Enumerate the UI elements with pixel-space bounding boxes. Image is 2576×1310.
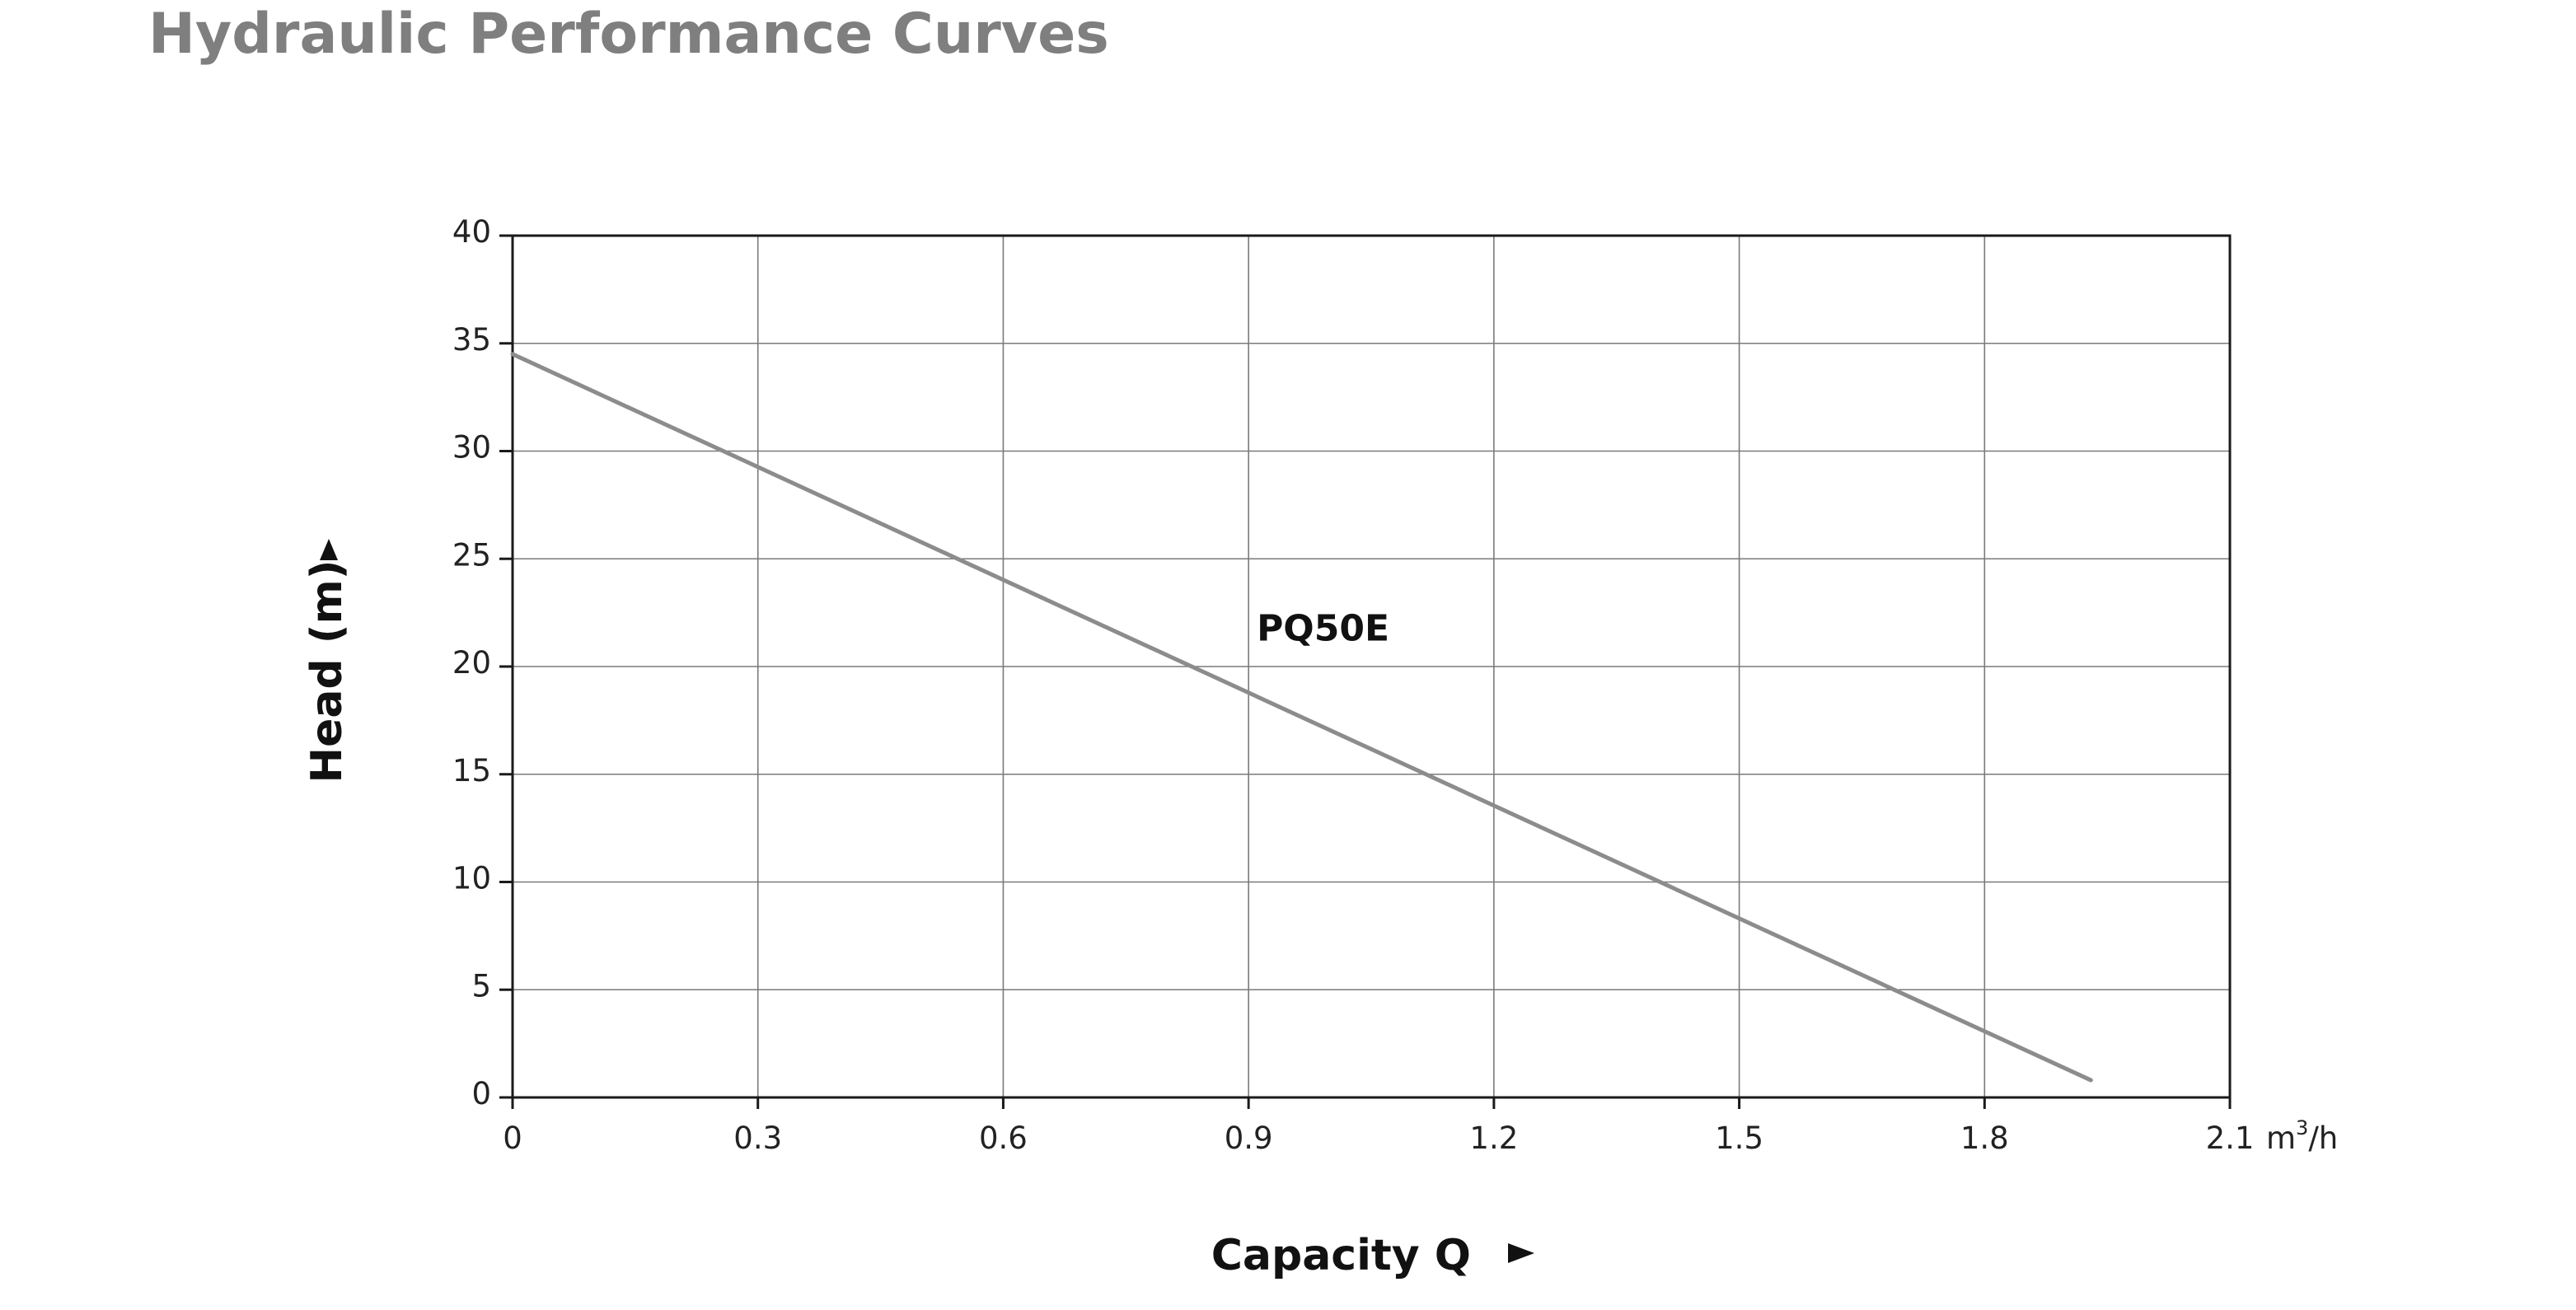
y-tick-label: 30 [452, 430, 491, 466]
y-tick-label: 10 [452, 861, 491, 896]
x-tick-label: 1.5 [1715, 1121, 1763, 1156]
y-axis-title: Head (m) [302, 560, 352, 784]
x-tick-label: 1.2 [1469, 1121, 1518, 1156]
page-title: Hydraulic Performance Curves [148, 2, 1109, 67]
series-line-pq50e [510, 352, 2093, 1083]
x-tick-label: 1.8 [1960, 1121, 2009, 1156]
x-tick-label: 2.1 [2206, 1121, 2255, 1156]
x-axis-unit: m3/h [2266, 1116, 2338, 1156]
x-axis-title: Capacity Q [1211, 1231, 1471, 1280]
y-tick-label: 0 [471, 1076, 491, 1111]
series-label-pq50e: PQ50E [1257, 608, 1389, 650]
x-axis-unit-superscript: 3 [2296, 1116, 2308, 1139]
y-tick-label: 25 [452, 537, 491, 573]
y-tick-label: 20 [452, 645, 491, 681]
y-tick-label: 15 [452, 753, 491, 788]
x-axis-unit-base: m [2266, 1121, 2296, 1156]
grid-lines [513, 236, 2230, 1097]
x-tick-label: 0 [503, 1121, 522, 1156]
x-tick-label: 0.3 [733, 1121, 782, 1156]
y-axis-arrow-icon [320, 539, 338, 560]
x-axis-arrow-icon [1508, 1243, 1534, 1263]
series-layer: PQ50E [510, 352, 2093, 1083]
axis-ticks: 0 5 10 15 20 25 30 35 40 0 0.3 0.6 0.9 1.2 1.5 1.8 2.1 [452, 214, 2255, 1156]
y-tick-label: 35 [452, 322, 491, 358]
x-axis-unit-tail: /h [2308, 1121, 2338, 1156]
x-tick-label: 0.9 [1225, 1121, 1273, 1156]
y-tick-label: 5 [471, 968, 491, 1004]
x-tick-label: 0.6 [979, 1121, 1028, 1156]
y-tick-label: 40 [452, 214, 491, 250]
